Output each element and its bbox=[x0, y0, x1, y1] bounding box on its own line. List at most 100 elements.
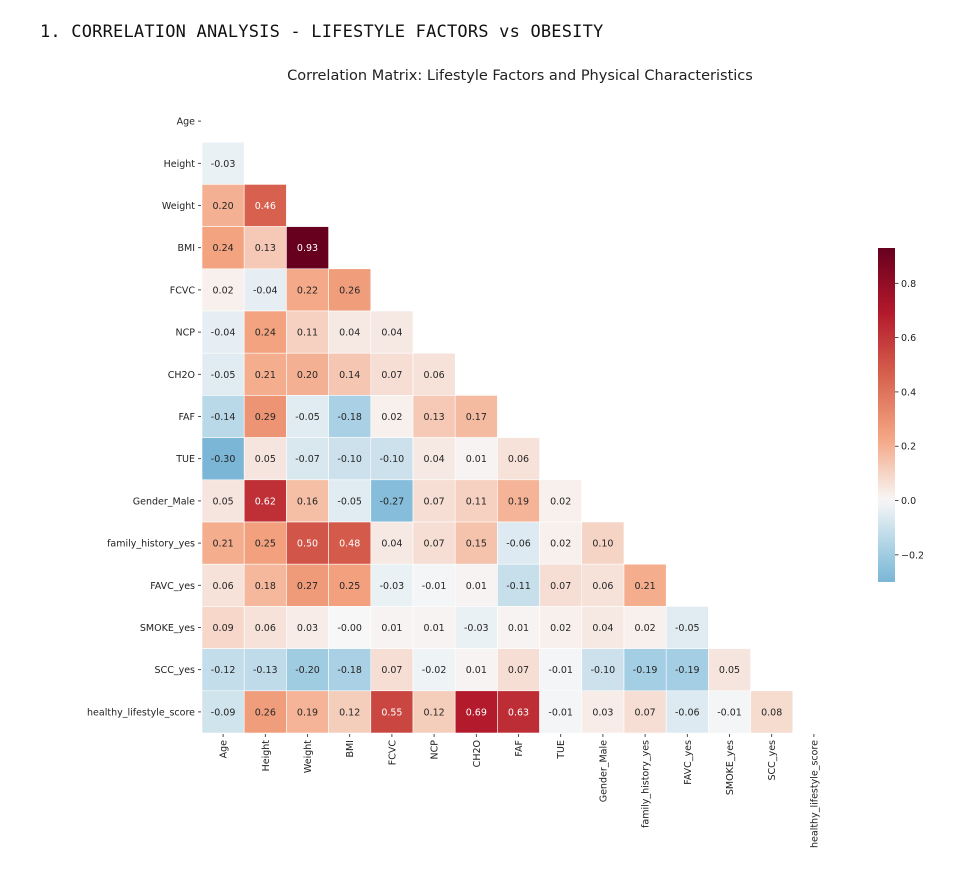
heatmap-cell bbox=[581, 563, 625, 607]
cell-value-label: -0.04 bbox=[253, 285, 278, 296]
x-tick-label: FAVC_yes bbox=[683, 740, 694, 785]
cell-value-label: 0.48 bbox=[339, 539, 360, 550]
cell-value-label: -0.18 bbox=[337, 665, 362, 676]
cell-value-label: -0.06 bbox=[675, 707, 700, 718]
cell-value-label: 0.16 bbox=[297, 496, 318, 507]
cell-value-label: 0.25 bbox=[339, 581, 360, 592]
chart-title: Correlation Matrix: Lifestyle Factors an… bbox=[287, 68, 753, 84]
cell-value-label: -0.01 bbox=[548, 707, 573, 718]
cell-value-label: 0.02 bbox=[550, 496, 571, 507]
y-tick-label: Weight bbox=[162, 201, 195, 212]
heatmap-cell bbox=[328, 395, 372, 438]
heatmap-cell bbox=[665, 606, 709, 649]
cell-value-label: 0.29 bbox=[255, 412, 276, 423]
cell-value-label: 0.69 bbox=[466, 707, 487, 718]
cell-value-label: 0.18 bbox=[255, 581, 276, 592]
cell-value-label: 0.13 bbox=[255, 243, 276, 254]
cell-value-label: 0.11 bbox=[297, 328, 318, 339]
cell-value-label: 0.04 bbox=[381, 539, 402, 550]
cell-value-label: 0.06 bbox=[255, 623, 276, 634]
x-tick-label: CH2O bbox=[472, 740, 483, 767]
cell-value-label: 0.50 bbox=[297, 539, 318, 550]
heatmap-cell bbox=[201, 268, 245, 312]
y-tick-label: Age bbox=[177, 117, 196, 128]
heatmap-cell bbox=[201, 479, 245, 523]
cell-value-label: 0.04 bbox=[381, 328, 402, 339]
y-tick-label: family_history_yes bbox=[107, 539, 195, 550]
cell-value-label: 0.06 bbox=[508, 454, 529, 465]
cell-value-label: 0.07 bbox=[635, 707, 656, 718]
y-tick-label: CH2O bbox=[168, 370, 195, 381]
x-tick-label: Age bbox=[219, 740, 230, 759]
cell-value-label: 0.21 bbox=[213, 539, 234, 550]
heatmap-cell bbox=[539, 521, 583, 565]
heatmap-cell bbox=[328, 648, 372, 692]
heatmap-cell bbox=[454, 521, 498, 565]
section-heading: 1. CORRELATION ANALYSIS - LIFESTYLE FACT… bbox=[40, 22, 604, 42]
cell-value-label: -0.03 bbox=[211, 159, 236, 170]
heatmap-cell bbox=[412, 563, 456, 607]
heatmap-cell bbox=[201, 563, 245, 607]
cell-value-label: 0.01 bbox=[466, 581, 487, 592]
cell-value-label: -0.10 bbox=[380, 454, 405, 465]
heatmap-cell-labels: -0.03 0.20 0.46 0.24 0.13 0.93 0.02 -0.04 0.22 0.… bbox=[211, 159, 782, 719]
heatmap-cell bbox=[750, 690, 794, 734]
cell-value-label: 0.21 bbox=[255, 370, 276, 381]
cell-value-label: 0.06 bbox=[592, 581, 613, 592]
cell-value-label: -0.14 bbox=[211, 412, 236, 423]
heatmap-cell bbox=[243, 479, 287, 523]
cell-value-label: 0.07 bbox=[424, 496, 445, 507]
x-tick-label: Weight bbox=[303, 740, 314, 773]
heatmap-cell bbox=[286, 395, 329, 438]
cell-value-label: 0.04 bbox=[592, 623, 613, 634]
heatmap-cell bbox=[539, 563, 583, 607]
cell-value-label: 0.19 bbox=[297, 707, 318, 718]
cell-value-label: 0.02 bbox=[213, 285, 234, 296]
heatmap-cell bbox=[370, 310, 414, 354]
cell-value-label: 0.20 bbox=[213, 201, 234, 212]
cell-value-label: 0.26 bbox=[339, 285, 360, 296]
heatmap-cell bbox=[623, 648, 667, 692]
cell-value-label: 0.07 bbox=[508, 665, 529, 676]
heatmap-cell bbox=[412, 479, 456, 523]
cell-value-label: 0.14 bbox=[339, 370, 360, 381]
heatmap-cell bbox=[412, 521, 456, 565]
x-tick-label: healthy_lifestyle_score bbox=[809, 740, 820, 848]
heatmap-cell bbox=[243, 690, 287, 734]
heatmap-cell bbox=[454, 437, 498, 481]
heatmap-cell bbox=[665, 690, 709, 734]
cell-value-label: -0.03 bbox=[380, 581, 405, 592]
x-tick-label: Height bbox=[261, 740, 272, 772]
cell-value-label: 0.24 bbox=[213, 243, 234, 254]
x-tick-label: NCP bbox=[430, 740, 441, 760]
heatmap-cell bbox=[497, 690, 540, 734]
cell-value-label: -0.05 bbox=[211, 370, 236, 381]
colorbar-gradient bbox=[878, 248, 895, 582]
cell-value-label: 0.07 bbox=[550, 581, 571, 592]
heatmap-cell bbox=[328, 690, 372, 734]
heatmap-cell bbox=[286, 437, 329, 481]
cell-value-label: 0.01 bbox=[466, 454, 487, 465]
colorbar-tick-label: 0.8 bbox=[901, 279, 916, 290]
cell-value-label: 0.27 bbox=[297, 581, 318, 592]
cell-value-label: 0.09 bbox=[213, 623, 234, 634]
heatmap-cell bbox=[243, 268, 287, 312]
cell-value-label: -0.01 bbox=[717, 707, 742, 718]
heatmap-cell bbox=[370, 437, 414, 481]
heatmap-cell bbox=[454, 563, 498, 607]
cell-value-label: -0.05 bbox=[295, 412, 320, 423]
heatmap-cell bbox=[370, 606, 414, 649]
cell-value-label: -0.10 bbox=[337, 454, 362, 465]
heatmap-cell bbox=[497, 521, 540, 565]
cell-value-label: 0.02 bbox=[381, 412, 402, 423]
heatmap-cell bbox=[286, 479, 329, 523]
cell-value-label: -0.01 bbox=[548, 665, 573, 676]
heatmap-cell bbox=[328, 310, 372, 354]
cell-value-label: 0.12 bbox=[424, 707, 445, 718]
cell-value-label: -0.10 bbox=[591, 665, 616, 676]
y-tick-label: SCC_yes bbox=[155, 665, 196, 676]
cell-value-label: 0.13 bbox=[424, 412, 445, 423]
cell-value-label: 0.04 bbox=[424, 454, 445, 465]
cell-value-label: -0.03 bbox=[464, 623, 489, 634]
